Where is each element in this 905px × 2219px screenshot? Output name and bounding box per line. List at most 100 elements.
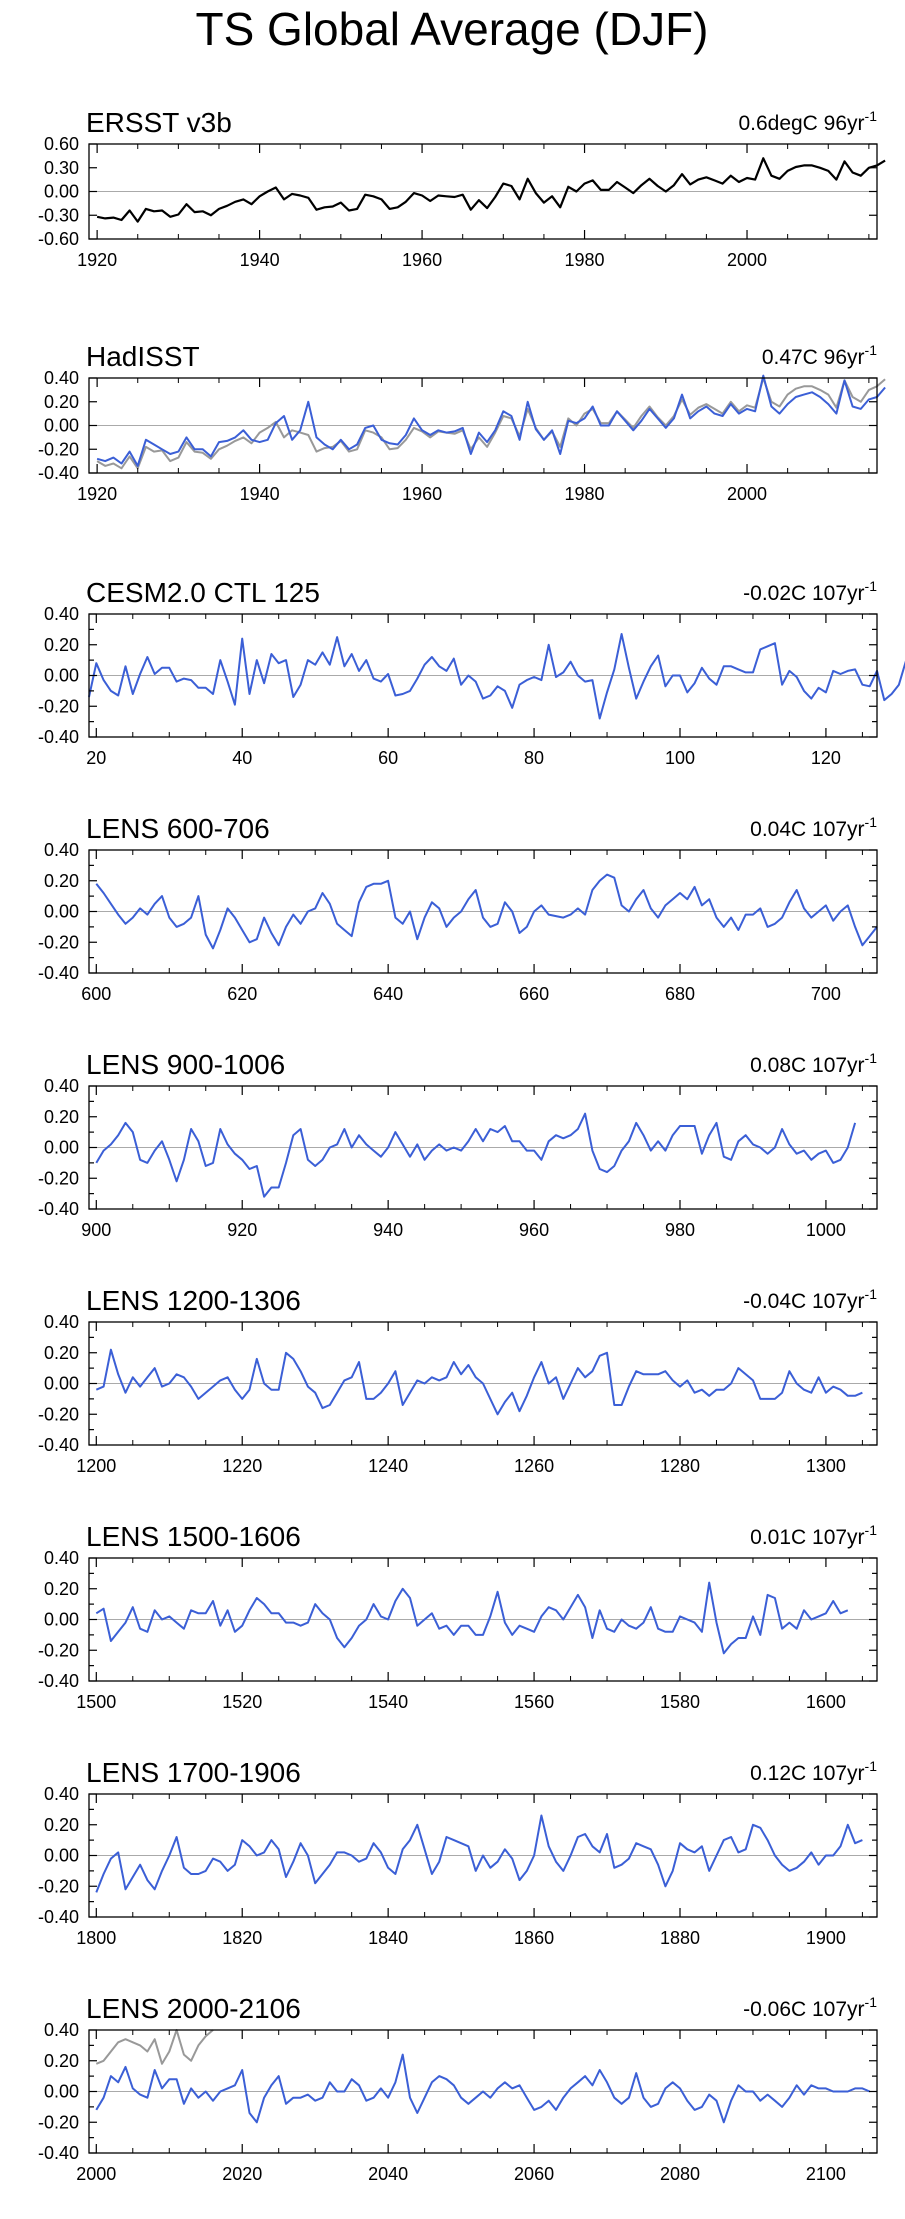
panel-3: CESM2.0 CTL 125 -0.02C 107yr-1 -0.40 -0.20 0… (38, 577, 905, 768)
y-tick-label: -0.40 (38, 1199, 79, 1219)
x-tick-label: 920 (227, 1220, 257, 1240)
y-tick-label: 0.20 (44, 2051, 79, 2071)
x-tick-label: 2040 (368, 2164, 408, 2184)
series-line (95, 2053, 871, 2124)
y-tick-label: 0.60 (44, 134, 79, 154)
x-tick-label: 660 (519, 984, 549, 1004)
y-tick-label: 0.40 (44, 2020, 79, 2040)
y-tick-label: -0.40 (38, 1671, 79, 1691)
y-tick-label: -0.20 (38, 439, 79, 459)
panel-title: LENS 600-706 (86, 813, 270, 844)
x-tick-label: 2000 (76, 2164, 116, 2184)
panel-4: LENS 600-706 0.04C 107yr-1 -0.40 -0.20 0.00 0… (38, 813, 878, 1004)
panel-title: LENS 1200-1306 (86, 1285, 301, 1316)
x-tick-label: 1280 (660, 1456, 700, 1476)
trend-exponent: -1 (865, 108, 878, 124)
x-tick-label: 40 (232, 748, 252, 768)
x-tick-label: 2080 (660, 2164, 700, 2184)
x-tick-label: 1300 (806, 1456, 846, 1476)
y-tick-label: -0.20 (38, 1876, 79, 1896)
panel-5: LENS 900-1006 0.08C 107yr-1 -0.40 -0.20 0.00… (38, 1049, 878, 1240)
x-tick-label: 1520 (222, 1692, 262, 1712)
y-tick-label: -0.40 (38, 963, 79, 983)
x-tick-label: 1800 (76, 1928, 116, 1948)
y-tick-label: -0.40 (38, 727, 79, 747)
trend-exponent: -1 (865, 1994, 878, 2010)
x-tick-label: 1500 (76, 1692, 116, 1712)
series-line (95, 1112, 857, 1198)
x-tick-label: 2000 (727, 484, 767, 504)
panel-9: LENS 2000-2106 -0.06C 107yr-1 -0.40 -0.20 0.… (38, 1993, 878, 2184)
figure-title: TS Global Average (DJF) (195, 3, 708, 55)
x-tick-label: 640 (373, 984, 403, 1004)
x-tick-label: 2000 (727, 250, 767, 270)
trend-label: 0.12C 107yr-1 (750, 1758, 877, 1785)
panel-title: HadISST (86, 341, 200, 372)
y-tick-label: 0.40 (44, 1548, 79, 1568)
x-tick-label: 1600 (806, 1692, 846, 1712)
series-line (96, 374, 886, 467)
y-tick-label: 0.00 (44, 1610, 79, 1630)
x-tick-label: 120 (811, 748, 841, 768)
trend-label: 0.01C 107yr-1 (750, 1522, 877, 1549)
x-tick-label: 700 (811, 984, 841, 1004)
series-line (95, 1348, 863, 1416)
y-tick-label: 0.20 (44, 392, 79, 412)
y-tick-label: 0.40 (44, 1784, 79, 1804)
x-tick-label: 1540 (368, 1692, 408, 1712)
series-line (88, 633, 905, 720)
trend-exponent: -1 (865, 1522, 878, 1538)
x-tick-label: 600 (81, 984, 111, 1004)
y-tick-label: -0.40 (38, 1435, 79, 1455)
x-tick-label: 2020 (222, 2164, 262, 2184)
y-tick-label: -0.20 (38, 1168, 79, 1188)
y-tick-label: 0.40 (44, 1076, 79, 1096)
series-line (96, 157, 886, 223)
x-tick-label: 680 (665, 984, 695, 1004)
y-tick-label: 0.20 (44, 635, 79, 655)
panel-7: LENS 1500-1606 0.01C 107yr-1 -0.40 -0.20 0.0… (38, 1521, 878, 1712)
series-line (96, 377, 886, 470)
y-tick-label: 0.40 (44, 1312, 79, 1332)
y-tick-label: -0.20 (38, 696, 79, 716)
x-tick-label: 1980 (565, 250, 605, 270)
y-tick-label: 0.40 (44, 368, 79, 388)
series-line (95, 2029, 214, 2065)
panel-title: CESM2.0 CTL 125 (86, 577, 320, 608)
trend-exponent: -1 (865, 578, 878, 594)
x-tick-label: 900 (81, 1220, 111, 1240)
panel-title: ERSST v3b (86, 107, 232, 138)
y-tick-label: -0.30 (38, 205, 79, 225)
y-tick-label: 0.20 (44, 1815, 79, 1835)
y-tick-label: -0.40 (38, 2143, 79, 2163)
y-tick-label: 0.40 (44, 604, 79, 624)
trend-label: 0.47C 96yr-1 (762, 342, 877, 369)
trend-label: 0.6degC 96yr-1 (738, 108, 877, 135)
panel-1: ERSST v3b 0.6degC 96yr-1 -0.60 -0.30 0.00 0.3… (38, 107, 886, 270)
x-tick-label: 1840 (368, 1928, 408, 1948)
trend-exponent: -1 (865, 1050, 878, 1066)
y-tick-label: -0.60 (38, 229, 79, 249)
x-tick-label: 960 (519, 1220, 549, 1240)
x-tick-label: 1220 (222, 1456, 262, 1476)
trend-label: 0.08C 107yr-1 (750, 1050, 877, 1077)
x-tick-label: 60 (378, 748, 398, 768)
trend-label: 0.04C 107yr-1 (750, 814, 877, 841)
series-line (95, 1814, 863, 1893)
trend-label: -0.04C 107yr-1 (743, 1286, 877, 1313)
x-tick-label: 1960 (402, 250, 442, 270)
x-tick-label: 620 (227, 984, 257, 1004)
series-line (95, 1581, 849, 1655)
x-tick-label: 980 (665, 1220, 695, 1240)
y-tick-label: 0.20 (44, 871, 79, 891)
panel-6: LENS 1200-1306 -0.04C 107yr-1 -0.40 -0.20 0.… (38, 1285, 878, 1476)
x-tick-label: 1560 (514, 1692, 554, 1712)
x-tick-label: 1880 (660, 1928, 700, 1948)
x-tick-label: 1940 (240, 484, 280, 504)
panel-2: HadISST 0.47C 96yr-1 -0.40 -0.20 0.00 0.20 0.4… (38, 341, 886, 504)
y-tick-label: 0.00 (44, 666, 79, 686)
trend-label: -0.02C 107yr-1 (743, 578, 877, 605)
y-tick-label: 0.20 (44, 1579, 79, 1599)
panel-title: LENS 1500-1606 (86, 1521, 301, 1552)
